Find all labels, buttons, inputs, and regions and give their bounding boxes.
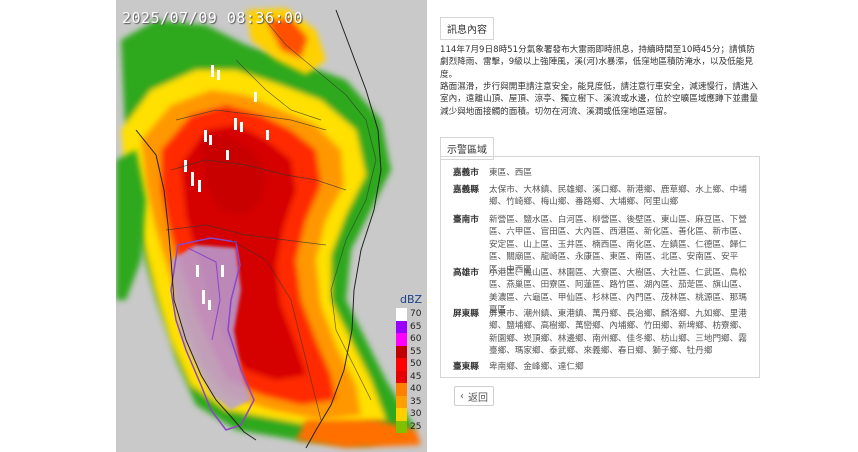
radar-timestamp: 2025/07/09 08:36:00 [122,9,304,27]
dbz-label: 35 [410,396,422,407]
region-areas: 小港區、鳳山區、林園區、大寮區、大樹區、大社區、仁武區、鳥松區、燕巢區、田寮區、… [489,268,747,316]
dbz-swatch [396,370,407,383]
region-row: 屏東縣 屏東市、潮州鎮、東港鎮、萬丹鄉、長治鄉、麟洛鄉、九如鄉、里港鄉、鹽埔鄉、… [453,308,753,358]
dbz-label: 50 [410,359,422,370]
region-row: 嘉義縣 太保市、大林鎮、民雄鄉、溪口鄉、新港鄉、鹿草鄉、水上鄉、中埔鄉、竹崎鄉、… [453,184,753,209]
region-name: 屏東縣 [453,309,479,319]
dbz-label: 70 [410,309,422,320]
dbz-swatch [396,320,407,333]
dbz-swatch [396,395,407,408]
region-row: 臺南市 新營區、鹽水區、白河區、柳營區、後壁區、東山區、麻豆區、下營區、六甲區、… [453,214,753,276]
region-areas: 東區、西區 [489,168,532,178]
region-row: 高雄市 小港區、鳳山區、林園區、大寮區、大樹區、大社區、仁武區、鳥松區、燕巢區、… [453,267,753,317]
dbz-swatch [396,333,407,346]
notice-paragraph-2: 路面濕滑，步行與開車請注意安全，能見度低，請注意行車安全，減速慢行，請進入室內，… [440,82,758,117]
dbz-label: 25 [410,421,422,432]
dbz-legend-item: 70 [396,308,427,321]
region-name: 臺南市 [453,215,479,225]
region-name: 臺東縣 [453,362,479,372]
dbz-legend-item: 25 [396,420,427,433]
dbz-legend-item: 45 [396,370,427,383]
notice-section-title: 訊息內容 [440,17,494,40]
dbz-legend: dBZ 70 65 60 55 50 45 40 35 30 25 [396,293,427,433]
radar-map-image [116,0,427,452]
dbz-swatch [396,383,407,396]
dbz-label: 40 [410,384,422,395]
dbz-legend-item: 35 [396,395,427,408]
dbz-label: 30 [410,409,422,420]
back-button-label: 返回 [468,392,488,404]
region-areas: 太保市、大林鎮、民雄鄉、溪口鄉、新港鄉、鹿草鄉、水上鄉、中埔鄉、竹崎鄉、梅山鄉、… [489,185,747,208]
back-button[interactable]: ‹ 返回 [454,386,494,406]
regions-section-title: 示警區域 [440,137,494,160]
region-row: 嘉義市 東區、西區 [453,167,753,179]
dbz-legend-item: 30 [396,408,427,421]
regions-list: 嘉義市 東區、西區 嘉義縣 太保市、大林鎮、民雄鄉、溪口鄉、新港鄉、鹿草鄉、水上… [440,156,760,378]
radar-map: 2025/07/09 08:36:00 dBZ 70 65 60 55 50 4… [116,0,427,452]
chevron-left-icon: ‹ [460,390,464,402]
notice-panel: 訊息內容 114年7月9日8時51分氣象署發布大雷雨即時訊息，持續時間至10時4… [440,0,858,452]
dbz-legend-item: 60 [396,333,427,346]
dbz-legend-item: 40 [396,383,427,396]
dbz-swatch [396,408,407,421]
region-name: 嘉義縣 [453,185,479,195]
dbz-swatch [396,358,407,371]
dbz-label: 60 [410,334,422,345]
dbz-swatch [396,420,407,433]
notice-paragraph-1: 114年7月9日8時51分氣象署發布大雷雨即時訊息，持續時間至10時45分；請慎… [440,45,755,80]
dbz-label: 65 [410,321,422,332]
dbz-legend-item: 65 [396,320,427,333]
region-name: 高雄市 [453,268,479,278]
region-name: 嘉義市 [453,168,479,178]
dbz-swatch [396,308,407,321]
dbz-legend-title: dBZ [400,293,423,306]
region-areas: 屏東市、潮州鎮、東港鎮、萬丹鄉、長治鄉、麟洛鄉、九如鄉、里港鄉、鹽埔鄉、高樹鄉、… [489,309,747,357]
region-areas: 新營區、鹽水區、白河區、柳營區、後壁區、東山區、麻豆區、下營區、六甲區、官田區、… [489,215,747,275]
region-areas: 卑南鄉、金峰鄉、達仁鄉 [489,362,584,372]
dbz-swatch [396,345,407,358]
dbz-legend-item: 55 [396,345,427,358]
dbz-legend-item: 50 [396,358,427,371]
dbz-label: 45 [410,371,422,382]
dbz-label: 55 [410,346,422,357]
region-row: 臺東縣 卑南鄉、金峰鄉、達仁鄉 [453,361,753,373]
